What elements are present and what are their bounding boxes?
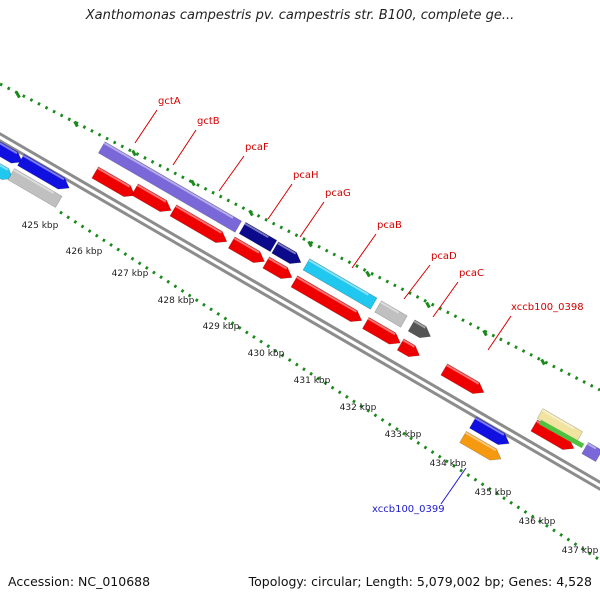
feature-pcaC bbox=[407, 319, 431, 339]
cds-red-2 bbox=[131, 183, 172, 212]
cds-red-6 bbox=[290, 275, 363, 322]
outer-major-tick bbox=[425, 301, 431, 309]
outer-dotted-ring bbox=[0, 82, 600, 392]
scale-tick-label: 434 kbp bbox=[430, 459, 467, 469]
gene-label: pcaH bbox=[293, 170, 319, 181]
gene-label: pcaD bbox=[431, 251, 457, 262]
scale-tick-label: 433 kbp bbox=[385, 430, 422, 440]
feature-gctA-gctB bbox=[98, 141, 242, 233]
scale-tick-label: 432 kbp bbox=[340, 403, 377, 413]
cds-red-5 bbox=[262, 256, 293, 279]
feature-pcaD bbox=[374, 300, 408, 328]
gene-label: pcaB bbox=[377, 220, 402, 231]
scale-tick-label: 428 kbp bbox=[158, 296, 195, 306]
gene-label: xccb100_0399 bbox=[372, 504, 445, 515]
outer-major-ticks bbox=[15, 91, 546, 366]
feature-purple-right bbox=[581, 441, 600, 463]
backbone-line-inner bbox=[0, 139, 600, 491]
gene-label: pcaG bbox=[325, 188, 351, 199]
feature-blue-left bbox=[0, 135, 23, 164]
scale-tick-label: 430 kbp bbox=[248, 349, 285, 359]
reverse-strand-features bbox=[0, 157, 585, 461]
feature-gray-left bbox=[7, 168, 63, 208]
outer-major-tick bbox=[365, 270, 371, 278]
inner-tick-ring bbox=[59, 210, 600, 562]
gene-leader-line bbox=[487, 315, 512, 351]
gene-leader-line bbox=[267, 183, 293, 220]
feature-xccb100-0399-orange bbox=[459, 430, 502, 461]
gene-leader-line bbox=[432, 281, 459, 318]
feature-green-stripe bbox=[538, 419, 585, 449]
inner-dotted-ring bbox=[59, 210, 600, 562]
gene-leader-line bbox=[134, 109, 158, 144]
feature-pcaG bbox=[271, 241, 302, 264]
feature-xccb100-0399-blue bbox=[469, 416, 510, 445]
gene-label: gctB bbox=[197, 116, 220, 127]
gene-leader-line bbox=[440, 467, 467, 505]
gene-label: gctA bbox=[158, 96, 181, 107]
scale-tick-label: 435 kbp bbox=[475, 488, 512, 498]
map-title: Xanthomonas campestris pv. campestris st… bbox=[85, 8, 515, 23]
scale-labels: 425 kbp 426 kbp 427 kbp 428 kbp 429 kbp 430 k… bbox=[22, 221, 599, 556]
feature-pcaH bbox=[238, 221, 278, 253]
cds-red-7 bbox=[362, 316, 401, 345]
outer-tick-ring bbox=[0, 82, 600, 392]
outer-major-tick bbox=[482, 329, 488, 337]
outer-major-tick bbox=[190, 179, 196, 187]
cds-red-3 bbox=[169, 204, 228, 243]
cds-xccb100-0398 bbox=[440, 363, 485, 394]
gene-leader-line bbox=[351, 233, 377, 269]
scale-tick-label: 436 kbp bbox=[519, 517, 556, 527]
outer-major-tick bbox=[73, 120, 79, 128]
cds-red-8 bbox=[396, 338, 420, 358]
cds-red-4 bbox=[227, 236, 265, 263]
feature-cyan-left bbox=[0, 157, 14, 180]
accession-text: Accession: NC_010688 bbox=[8, 574, 151, 589]
backbone-line-outer bbox=[0, 132, 600, 484]
forward-strand-features bbox=[0, 135, 600, 463]
cds-red-1 bbox=[91, 166, 136, 197]
feature-blue-left-2 bbox=[17, 153, 70, 190]
scale-tick-label: 431 kbp bbox=[294, 376, 331, 386]
scale-tick-label: 437 kbp bbox=[562, 546, 599, 556]
outer-major-tick bbox=[540, 358, 546, 366]
gene-leader-line bbox=[403, 264, 431, 300]
outer-major-tick bbox=[15, 91, 21, 99]
scale-tick-label: 425 kbp bbox=[22, 221, 59, 231]
topology-summary: Topology: circular; Length: 5,079,002 bp… bbox=[248, 574, 592, 589]
gene-leader-line bbox=[218, 155, 245, 192]
gene-label: pcaC bbox=[459, 268, 484, 279]
outer-major-tick bbox=[131, 149, 137, 157]
scale-tick-label: 426 kbp bbox=[66, 247, 103, 257]
gene-label: pcaF bbox=[245, 142, 269, 153]
feature-pcaB bbox=[302, 258, 378, 310]
scale-tick-label: 429 kbp bbox=[203, 322, 240, 332]
scale-tick-label: 427 kbp bbox=[112, 269, 149, 279]
gene-leader-line bbox=[299, 201, 325, 238]
outer-major-tick bbox=[248, 209, 254, 217]
backbone bbox=[0, 132, 600, 491]
gene-leader-line bbox=[172, 129, 197, 166]
gene-label: xccb100_0398 bbox=[511, 302, 584, 313]
outer-major-tick bbox=[307, 240, 313, 248]
